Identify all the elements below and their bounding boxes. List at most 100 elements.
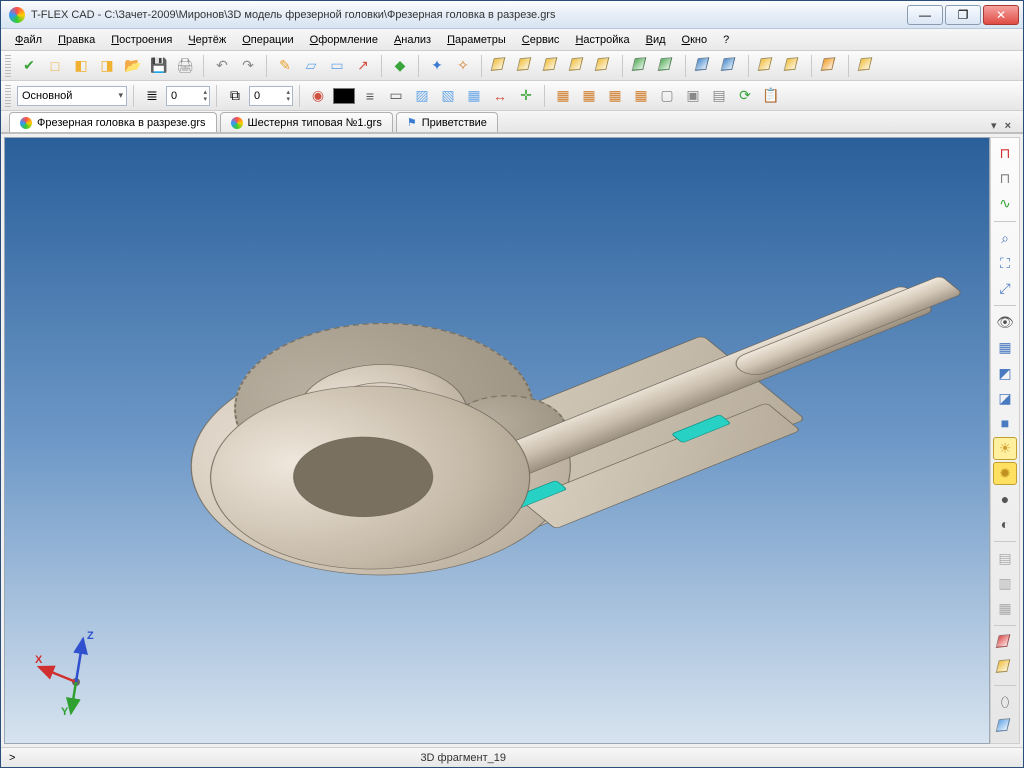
solid-red-icon[interactable] <box>993 631 1017 654</box>
layer-1-icon[interactable]: ▤ <box>993 547 1017 570</box>
toolbar-grip[interactable] <box>5 55 11 77</box>
priority-spinner[interactable]: 0 <box>249 86 293 106</box>
pattern-icon[interactable] <box>692 54 716 78</box>
edge-icon[interactable]: ⬯ <box>993 691 1017 714</box>
hole-icon[interactable] <box>566 54 590 78</box>
menu-item-10[interactable]: Вид <box>638 32 674 48</box>
menu-item-3[interactable]: Чертёж <box>180 32 234 48</box>
material-icon[interactable] <box>855 54 879 78</box>
level-spinner[interactable]: 0 <box>166 86 210 106</box>
render-b-icon[interactable]: ✹ <box>993 462 1017 485</box>
iso-cube-icon[interactable] <box>993 716 1017 739</box>
hidden-icon[interactable]: ◩ <box>993 361 1017 384</box>
bool-sub-icon[interactable] <box>781 54 805 78</box>
menu-item-4[interactable]: Операции <box>234 32 301 48</box>
clipboard-icon[interactable]: 📋 <box>759 84 783 108</box>
menu-item-8[interactable]: Сервис <box>514 32 568 48</box>
maximize-button[interactable]: ❐ <box>945 5 981 25</box>
eye-icon[interactable]: 👁 <box>993 311 1017 334</box>
menu-item-7[interactable]: Параметры <box>439 32 514 48</box>
tabs-dropdown[interactable]: ▾ <box>987 119 1001 132</box>
menu-item-5[interactable]: Оформление <box>302 32 386 48</box>
dim-icon[interactable]: ↔ <box>488 84 512 108</box>
close-button[interactable]: ✕ <box>983 5 1019 25</box>
render-a-icon[interactable]: ☀ <box>993 437 1017 460</box>
shaded-icon[interactable]: ■ <box>993 412 1017 435</box>
update-icon[interactable]: ⟳ <box>733 84 757 108</box>
axis-icon[interactable]: ↗ <box>351 54 375 78</box>
render-c-icon[interactable]: ● <box>993 487 1017 510</box>
menu-item-9[interactable]: Настройка <box>567 32 637 48</box>
new-doc-icon[interactable]: □ <box>43 54 67 78</box>
snap-c-icon[interactable]: ▤ <box>707 84 731 108</box>
workplane-icon[interactable]: ▭ <box>325 54 349 78</box>
grid-d-icon[interactable]: ▦ <box>629 84 653 108</box>
toolbar-grip[interactable] <box>5 85 11 107</box>
minimize-button[interactable]: — <box>907 5 943 25</box>
render-d-icon[interactable]: ◐ <box>993 513 1017 536</box>
zoom-fit-icon[interactable]: ⛶ <box>993 252 1017 275</box>
tab-close-button[interactable]: × <box>1001 120 1015 132</box>
section-icon[interactable] <box>818 54 842 78</box>
bool-add-icon[interactable] <box>755 54 779 78</box>
print-icon[interactable]: 🖨 <box>173 54 197 78</box>
linetype-icon[interactable]: ≡ <box>358 84 382 108</box>
menu-item-1[interactable]: Правка <box>50 32 103 48</box>
csys-icon[interactable]: ✦ <box>425 54 449 78</box>
grid-a-icon[interactable]: ▦ <box>551 84 575 108</box>
plane-icon[interactable]: ▱ <box>299 54 323 78</box>
magnet-off-icon[interactable]: ⊓ <box>993 167 1017 190</box>
lineweight-icon[interactable]: ▭ <box>384 84 408 108</box>
open-icon[interactable]: 📂 <box>121 54 145 78</box>
magnet-on-icon[interactable]: ⊓ <box>993 142 1017 165</box>
document-tab-2[interactable]: ⚑Приветствие <box>396 112 498 132</box>
sketch-icon[interactable]: ✎ <box>273 54 297 78</box>
shade-edges-icon[interactable]: ◪ <box>993 387 1017 410</box>
revolve-icon[interactable] <box>514 54 538 78</box>
box-green-icon[interactable]: ◆ <box>388 54 412 78</box>
layer-3-icon[interactable]: ▦ <box>993 597 1017 620</box>
save-icon[interactable]: 💾 <box>147 54 171 78</box>
color-well[interactable] <box>332 84 356 108</box>
snap-b-icon[interactable]: ▣ <box>681 84 705 108</box>
undo-icon[interactable]: ↶ <box>210 54 234 78</box>
solid-yellow-icon[interactable] <box>993 656 1017 679</box>
menu-item-6[interactable]: Анализ <box>386 32 439 48</box>
window-title: T-FLEX CAD - C:\Зачет-2009\Миронов\3D мо… <box>31 9 905 21</box>
titlebar: T-FLEX CAD - C:\Зачет-2009\Миронов\3D мо… <box>1 1 1023 29</box>
document-tab-0[interactable]: Фрезерная головка в разрезе.grs <box>9 112 217 132</box>
layer-2-icon[interactable]: ▥ <box>993 572 1017 595</box>
document-tab-1[interactable]: Шестерня типовая №1.grs <box>220 112 393 132</box>
menu-item-2[interactable]: Построения <box>103 32 180 48</box>
grid-c-icon[interactable]: ▦ <box>603 84 627 108</box>
layer-combo-value: Основной <box>22 90 72 102</box>
chamfer-icon[interactable] <box>655 54 679 78</box>
redo-icon[interactable]: ↷ <box>236 54 260 78</box>
new-asm-icon[interactable]: ◨ <box>95 54 119 78</box>
csys3-icon[interactable]: ✛ <box>514 84 538 108</box>
new-3d-icon[interactable]: ◧ <box>69 54 93 78</box>
zoom-all-icon[interactable]: ⤢ <box>993 277 1017 300</box>
hatch3-icon[interactable]: ▦ <box>462 84 486 108</box>
menu-item-11[interactable]: Окно <box>674 32 716 48</box>
extrude-icon[interactable] <box>488 54 512 78</box>
hatch2-icon[interactable]: ▧ <box>436 84 460 108</box>
cut-icon[interactable] <box>540 54 564 78</box>
document-tab-label: Фрезерная головка в разрезе.grs <box>37 117 206 129</box>
mirror-icon[interactable] <box>718 54 742 78</box>
layer-combo[interactable]: Основной <box>17 86 127 106</box>
grid-b-icon[interactable]: ▦ <box>577 84 601 108</box>
menu-item-0[interactable]: Файл <box>7 32 50 48</box>
csys2-icon[interactable]: ✧ <box>451 54 475 78</box>
snap-a-icon[interactable]: ▢ <box>655 84 679 108</box>
apply-icon[interactable]: ✔ <box>17 54 41 78</box>
fillet-icon[interactable] <box>629 54 653 78</box>
menu-item-12[interactable]: ? <box>715 32 737 48</box>
snap-toggle-icon[interactable]: ∿ <box>993 192 1017 215</box>
hatch1-icon[interactable]: ▨ <box>410 84 434 108</box>
visibility-icon[interactable]: ◉ <box>306 84 330 108</box>
3d-viewport[interactable]: X Y Z <box>4 137 990 744</box>
wireframe-icon[interactable]: ▦ <box>993 336 1017 359</box>
zoom-window-icon[interactable]: ⌕ <box>993 227 1017 250</box>
shell-icon[interactable] <box>592 54 616 78</box>
